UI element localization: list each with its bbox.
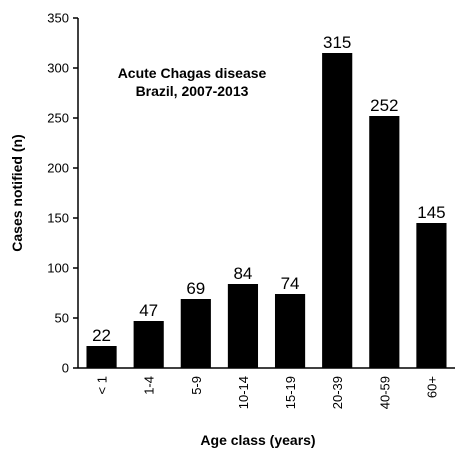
y-tick-label: 300 bbox=[47, 61, 69, 76]
y-tick-label: 0 bbox=[62, 361, 69, 376]
bar-value-label: 252 bbox=[370, 96, 398, 115]
bar bbox=[86, 346, 117, 368]
x-tick-label: 60+ bbox=[424, 376, 439, 398]
x-axis: < 1 1-4 5-9 10-14 15-19 20-39 40-59 60+ bbox=[78, 367, 455, 409]
y-tick-label: 250 bbox=[47, 111, 69, 126]
x-tick-label: 10-14 bbox=[236, 376, 251, 409]
bar-value-label: 47 bbox=[139, 301, 158, 320]
bar-value-label: 22 bbox=[92, 326, 111, 345]
y-tick-label: 150 bbox=[47, 211, 69, 226]
x-tick-label: 15-19 bbox=[283, 376, 298, 409]
bar-value-label: 315 bbox=[323, 33, 351, 52]
data-labels: 22 47 69 84 74 315 252 145 bbox=[92, 33, 446, 345]
x-tick-label: 1-4 bbox=[142, 376, 157, 395]
bar-value-label: 69 bbox=[186, 279, 205, 298]
y-axis-label: Cases notified (n) bbox=[9, 134, 25, 251]
chart-subtitle: Brazil, 2007-2013 bbox=[136, 83, 249, 99]
x-tick-label: 40-59 bbox=[377, 376, 392, 409]
y-tick-label: 50 bbox=[55, 311, 69, 326]
bar bbox=[133, 321, 164, 368]
x-tick-label: 5-9 bbox=[189, 376, 204, 395]
bar bbox=[227, 284, 259, 368]
bar-value-label: 84 bbox=[233, 264, 252, 283]
bar-value-label: 145 bbox=[417, 203, 445, 222]
bar-value-label: 74 bbox=[281, 274, 300, 293]
bar bbox=[369, 116, 400, 368]
y-tick-label: 200 bbox=[47, 161, 69, 176]
x-tick-label: 20-39 bbox=[330, 376, 345, 409]
x-tick-label: < 1 bbox=[95, 376, 110, 394]
bars bbox=[86, 53, 447, 368]
chart-title: Acute Chagas disease bbox=[118, 65, 267, 81]
bar bbox=[180, 299, 211, 368]
x-axis-label: Age class (years) bbox=[200, 432, 315, 448]
bar bbox=[416, 223, 447, 368]
y-axis: 0 50 100 150 200 250 300 350 bbox=[47, 11, 79, 376]
y-tick-label: 100 bbox=[47, 261, 69, 276]
bar bbox=[274, 294, 306, 368]
bar bbox=[322, 53, 353, 368]
y-tick-label: 350 bbox=[47, 11, 69, 26]
